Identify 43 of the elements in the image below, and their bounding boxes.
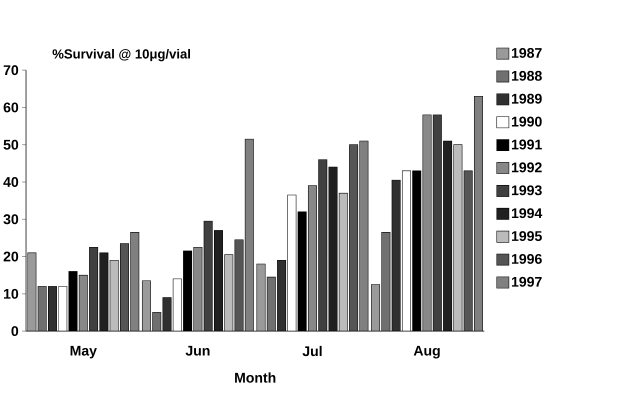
x-tick-label: Jun — [186, 346, 210, 356]
bar — [453, 144, 462, 332]
chart-title: %Survival @ 10μg/vial — [52, 49, 190, 62]
legend-label: 1991 — [512, 140, 542, 150]
bar — [28, 252, 36, 332]
y-tick-label: 20 — [4, 252, 18, 262]
legend-label: 1988 — [512, 71, 542, 81]
y-tick-label: 70 — [4, 65, 18, 76]
bar — [214, 230, 223, 332]
x-tick-label: Jul — [302, 346, 322, 356]
x-tick-label: Aug — [414, 346, 440, 359]
legend-label: 1987 — [512, 48, 542, 58]
legend-label: 1994 — [512, 208, 542, 218]
bar — [142, 280, 151, 332]
x-tick-label: May — [70, 346, 97, 359]
bar — [256, 264, 266, 332]
bar — [89, 247, 98, 332]
x-axis-title: Month — [235, 372, 276, 383]
legend-label: 1990 — [512, 116, 542, 127]
legend-label: 1993 — [512, 185, 542, 196]
legend-label: 1996 — [512, 254, 542, 264]
bar — [328, 166, 338, 332]
y-tick-label: 50 — [4, 140, 18, 150]
y-tick-label: 60 — [4, 102, 18, 113]
legend-label: 1997 — [512, 277, 542, 287]
legend-label: 1992 — [512, 162, 542, 173]
bar — [371, 284, 380, 332]
y-tick-label: 0 — [11, 326, 18, 336]
legend-label: 1989 — [512, 94, 542, 104]
bar — [474, 96, 483, 332]
bar — [308, 186, 317, 332]
bar — [99, 252, 108, 332]
bar — [443, 140, 452, 332]
bar — [234, 240, 244, 332]
bar — [193, 247, 202, 332]
bar — [349, 144, 358, 332]
y-tick-label: 10 — [4, 288, 18, 299]
legend-label: 1995 — [512, 231, 542, 242]
y-tick-label: 30 — [3, 214, 18, 224]
bar — [120, 243, 129, 332]
bar — [359, 140, 368, 332]
bar — [422, 114, 432, 332]
y-tick-label: 40 — [3, 177, 18, 188]
